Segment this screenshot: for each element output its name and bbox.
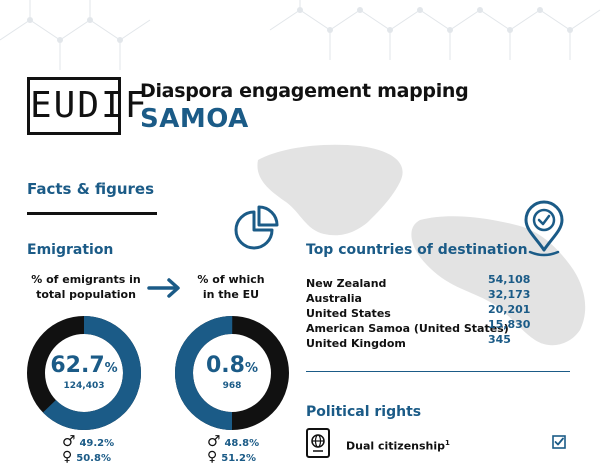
male-share-2-value: 48.8: [224, 438, 250, 449]
female-icon: ♀: [62, 449, 73, 465]
female-share-1-unit: %: [100, 453, 111, 464]
dual-citizenship-text: Dual citizenship: [346, 439, 446, 453]
male-share-2: ♂ 48.8%: [207, 432, 259, 450]
section-divider: [306, 371, 570, 372]
donut1-percent: 62.7: [50, 353, 105, 378]
destination-country: United Kingdom: [306, 337, 406, 350]
donut2-label: 0.8% 968: [174, 353, 290, 392]
female-share-1: ♀ 50.8%: [62, 449, 111, 465]
donut2-count: 968: [222, 381, 242, 391]
pie-chart-icon: [234, 205, 279, 250]
male-icon: ♂: [62, 432, 76, 450]
top-destinations-heading: Top countries of destination: [306, 242, 528, 258]
page-title: Diaspora engagement mapping: [140, 80, 469, 102]
emigrants-share-title: % of emigrants in total population: [22, 272, 150, 302]
facts-figures-heading: Facts & figures: [27, 180, 155, 198]
table-row: American Samoa (United States) 15,830: [306, 317, 546, 335]
destination-value: 32,173: [488, 288, 531, 301]
donut-value-arc: [27, 316, 141, 430]
eudif-logo: EUDIF: [27, 77, 149, 135]
donut2-percent-unit: %: [244, 361, 258, 376]
table-row: New Zealand 54,108: [306, 272, 546, 290]
donut1-count: 124,403: [63, 381, 105, 391]
political-rights-heading: Political rights: [306, 404, 422, 420]
footnote-marker: 1: [445, 439, 450, 447]
destination-country: American Samoa (United States): [306, 322, 509, 335]
location-pin-check-icon: [524, 200, 564, 257]
female-icon: ♀: [207, 449, 218, 465]
emigrants-share-title-line2: total population: [36, 288, 136, 301]
table-row: United Kingdom 345: [306, 332, 546, 350]
male-share-1-unit: %: [104, 438, 115, 449]
female-share-1-value: 50.8: [76, 453, 101, 464]
passport-icon: [306, 428, 330, 458]
destinations-table: New Zealand 54,108 Australia 32,173 Unit…: [306, 272, 546, 350]
eu-share-title: % of which in the EU: [176, 272, 286, 302]
emigrants-share-title-line1: % of emigrants in: [31, 273, 141, 286]
eu-share-title-line1: % of which: [197, 273, 265, 286]
donut-chart-eu: [175, 316, 289, 430]
female-share-2: ♀ 51.2%: [207, 449, 256, 465]
destination-value: 54,108: [488, 273, 531, 286]
destination-value: 345: [488, 333, 511, 346]
donut2-percent: 0.8: [205, 353, 245, 378]
table-row: Australia 32,173: [306, 287, 546, 305]
destination-value: 20,201: [488, 303, 531, 316]
emigration-heading: Emigration: [27, 242, 114, 258]
table-row: United States 20,201: [306, 302, 546, 320]
donut-value-arc: [175, 316, 289, 430]
male-share-2-unit: %: [249, 438, 260, 449]
donut1-label: 62.7% 124,403: [26, 353, 142, 392]
female-share-2-unit: %: [245, 453, 256, 464]
female-share-2-value: 51.2: [221, 453, 246, 464]
eu-share-title-line2: in the EU: [202, 288, 260, 301]
checkbox-checked-icon: [552, 435, 566, 449]
destination-country: New Zealand: [306, 277, 387, 290]
country-name: SAMOA: [140, 104, 249, 134]
destination-value: 15,830: [488, 318, 531, 331]
destination-country: United States: [306, 307, 391, 320]
network-pattern-decoration: [0, 0, 601, 70]
destination-country: Australia: [306, 292, 362, 305]
male-share-1: ♂ 49.2%: [62, 432, 114, 450]
dual-citizenship-label: Dual citizenship1: [346, 436, 450, 454]
logo-text: EUDIF: [30, 85, 149, 126]
donut1-percent-unit: %: [104, 361, 118, 376]
donut-chart-emigrants: [27, 316, 141, 430]
male-share-1-value: 49.2: [79, 438, 105, 449]
arrow-right-icon: [147, 278, 180, 298]
heading-underline: [27, 212, 157, 215]
male-icon: ♂: [207, 432, 221, 450]
